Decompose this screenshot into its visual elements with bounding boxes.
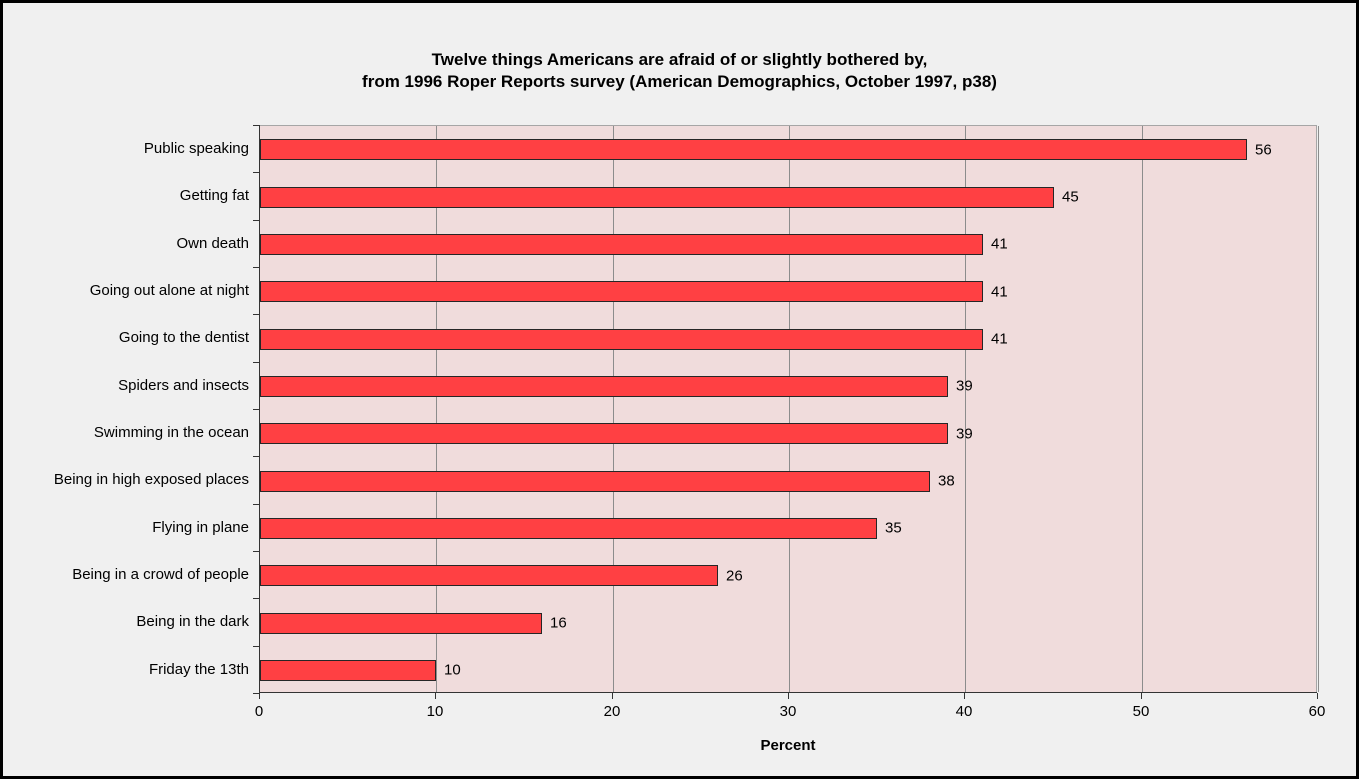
- bar-6: [260, 376, 948, 397]
- bar-value-label: 41: [991, 330, 1008, 348]
- x-tick-label-30: 30: [779, 703, 797, 720]
- bar-value-label: 39: [956, 425, 973, 443]
- x-axis-tick-labels: 0 10 20 30 40 50 60: [3, 703, 1356, 723]
- x-axis-tick: [964, 693, 965, 699]
- bar-9: [260, 518, 877, 539]
- y-axis-tick: [253, 409, 259, 410]
- x-axis-title: Percent: [760, 737, 816, 754]
- x-axis-tick: [435, 693, 436, 699]
- bar-value-label: 35: [885, 519, 902, 537]
- x-axis-line: [259, 692, 1317, 693]
- bar-value-label: 16: [550, 614, 567, 632]
- category-label: Being in high exposed places: [53, 471, 249, 489]
- x-axis-tick: [788, 693, 789, 699]
- bar-4: [260, 281, 983, 302]
- category-label: Going to the dentist: [118, 329, 249, 347]
- bar-12: [260, 660, 436, 681]
- category-label: Public speaking: [143, 140, 249, 158]
- category-label: Flying in plane: [152, 518, 249, 536]
- x-tick-label-60: 60: [1308, 703, 1326, 720]
- bar-value-label: 26: [726, 567, 743, 585]
- x-axis-tick: [1317, 693, 1318, 699]
- y-axis-tick: [253, 504, 259, 505]
- y-axis-tick: [253, 693, 259, 694]
- y-axis-tick: [253, 267, 259, 268]
- y-axis-tick: [253, 362, 259, 363]
- bar-3: [260, 234, 983, 255]
- x-axis-tick: [612, 693, 613, 699]
- y-axis-tick: [253, 172, 259, 173]
- category-axis-labels: Public speaking Getting fat Own death Going…: [3, 125, 249, 693]
- chart-title-line-1: Twelve things Americans are afraid of or…: [431, 50, 928, 69]
- category-label: Getting fat: [179, 187, 249, 205]
- category-label: Being in the dark: [136, 613, 249, 631]
- category-label: Going out alone at night: [89, 282, 249, 300]
- x-axis-tick: [259, 693, 260, 699]
- category-label: Spiders and insects: [118, 376, 249, 394]
- x-tick-label-40: 40: [955, 703, 973, 720]
- gridline-x-40: [965, 126, 966, 692]
- y-axis-line: [259, 125, 260, 693]
- x-tick-label-0: 0: [254, 703, 264, 720]
- x-tick-label-20: 20: [603, 703, 621, 720]
- category-label: Swimming in the ocean: [93, 424, 249, 442]
- bar-7: [260, 423, 948, 444]
- bar-value-label: 41: [991, 235, 1008, 253]
- y-axis-tick: [253, 551, 259, 552]
- category-label: Being in a crowd of people: [72, 566, 249, 584]
- gridline-x-60: [1318, 126, 1319, 692]
- category-label: Own death: [176, 234, 249, 252]
- x-tick-label-50: 50: [1132, 703, 1150, 720]
- bar-value-label: 41: [991, 283, 1008, 301]
- x-tick-label-10: 10: [426, 703, 444, 720]
- gridline-x-20: [613, 126, 614, 692]
- y-axis-tick: [253, 646, 259, 647]
- chart-title-line-2: from 1996 Roper Reports survey (American…: [362, 72, 997, 91]
- y-axis-tick: [253, 220, 259, 221]
- bar-value-label: 56: [1255, 141, 1272, 159]
- gridline-x-10: [436, 126, 437, 692]
- bar-8: [260, 471, 930, 492]
- category-label: Friday the 13th: [148, 660, 249, 678]
- bar-value-label: 45: [1062, 188, 1079, 206]
- y-axis-tick: [253, 598, 259, 599]
- bar-value-label: 38: [938, 472, 955, 490]
- plot-area: 56 45 41 41 41 39 39 38 35 26 16 10: [259, 125, 1319, 693]
- y-axis-tick: [253, 314, 259, 315]
- gridline-x-30: [789, 126, 790, 692]
- bar-11: [260, 613, 542, 634]
- x-axis-tick: [1141, 693, 1142, 699]
- bar-value-label: 39: [956, 377, 973, 395]
- bar-1: [260, 139, 1247, 160]
- gridline-x-50: [1142, 126, 1143, 692]
- y-axis-tick: [253, 125, 259, 126]
- bar-value-label: 10: [444, 661, 461, 679]
- y-axis-tick: [253, 456, 259, 457]
- bar-5: [260, 329, 983, 350]
- bar-10: [260, 565, 718, 586]
- bar-2: [260, 187, 1054, 208]
- chart-title: Twelve things Americans are afraid of or…: [3, 49, 1356, 93]
